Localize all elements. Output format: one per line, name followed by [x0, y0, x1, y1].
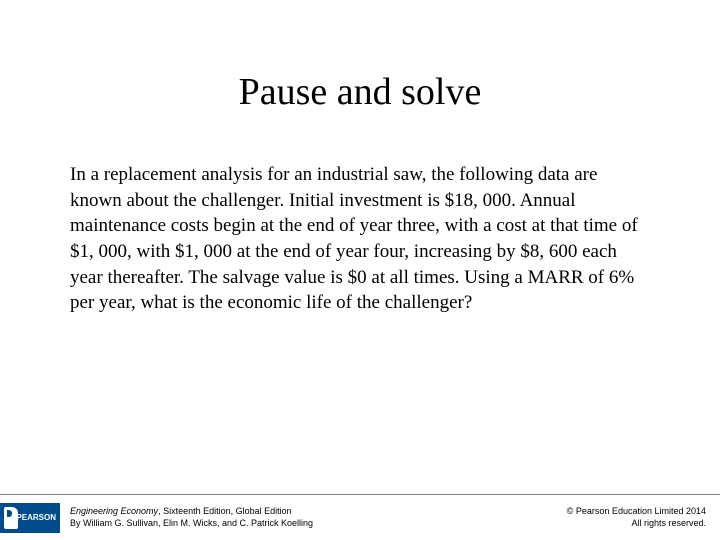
footer-left: PEARSON Engineering Economy, Sixteenth E…	[0, 503, 313, 533]
copyright-block: © Pearson Education Limited 2014 All rig…	[567, 506, 706, 529]
slide-body: In a replacement analysis for an industr…	[70, 162, 650, 316]
logo-text: PEARSON	[16, 513, 56, 522]
book-authors: By William G. Sullivan, Elin M. Wicks, a…	[70, 518, 313, 530]
copyright-line1: © Pearson Education Limited 2014	[567, 506, 706, 518]
slide-container: Pause and solve In a replacement analysi…	[0, 0, 720, 540]
slide-title: Pause and solve	[70, 70, 650, 114]
book-edition: , Sixteenth Edition, Global Edition	[158, 506, 292, 516]
book-title-line: Engineering Economy, Sixteenth Edition, …	[70, 506, 313, 518]
pearson-p-icon	[4, 507, 18, 529]
pearson-logo: PEARSON	[0, 503, 60, 533]
slide-footer: PEARSON Engineering Economy, Sixteenth E…	[0, 494, 720, 540]
book-title: Engineering Economy	[70, 506, 158, 516]
book-credits: Engineering Economy, Sixteenth Edition, …	[70, 506, 313, 529]
copyright-line2: All rights reserved.	[567, 518, 706, 530]
